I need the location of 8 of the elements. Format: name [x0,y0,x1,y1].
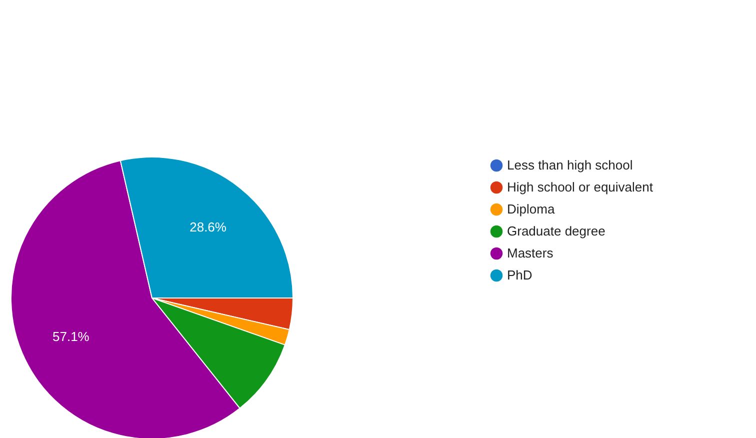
legend-label: Masters [507,246,554,260]
legend-label: Graduate degree [507,224,606,238]
legend-label: Less than high school [507,158,633,172]
legend-label: Diploma [507,202,556,216]
data-label: 57.1% [52,329,90,344]
legend-label: High school or equivalent [507,180,654,194]
legend-label: PhD [507,268,532,282]
data-label: 28.6% [190,220,227,235]
